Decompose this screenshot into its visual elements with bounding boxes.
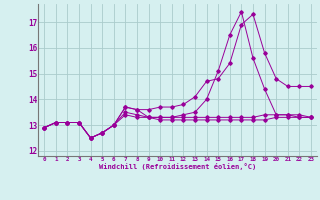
X-axis label: Windchill (Refroidissement éolien,°C): Windchill (Refroidissement éolien,°C) — [99, 163, 256, 170]
